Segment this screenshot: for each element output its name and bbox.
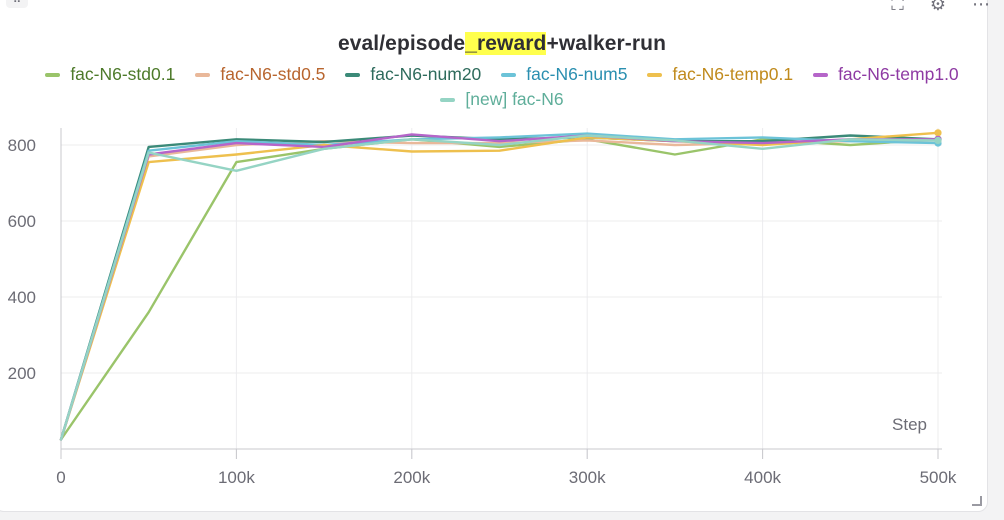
resize-handle-icon[interactable] — [972, 496, 982, 506]
title-part: eval/episode — [337, 32, 466, 55]
y-tick-label: 200 — [8, 364, 36, 383]
legend-label: fac-N6-temp1.0 — [838, 64, 959, 84]
series-line-2[interactable] — [59, 134, 940, 441]
legend-label: fac-N6-temp0.1 — [672, 64, 794, 84]
legend-swatch — [813, 72, 829, 77]
legend-label: fac-N6-num20 — [370, 64, 482, 84]
series-line-6[interactable] — [59, 134, 940, 441]
legend-swatch — [501, 72, 517, 77]
legend-swatch — [440, 97, 456, 102]
legend-label: fac-N6-std0.1 — [70, 64, 176, 84]
drag-handle-icon[interactable]: ⠿ — [6, 0, 28, 8]
x-tick-label: 0 — [56, 468, 65, 487]
series-line-4[interactable] — [59, 131, 940, 441]
legend-swatch — [647, 72, 663, 77]
chart-legend: fac-N6-std0.1 fac-N6-std0.5 fac-N6-num20 fa… — [40, 64, 964, 110]
x-tick-label: 400k — [744, 468, 781, 487]
panel-toolbar: ⛶ ⚙ ⋯ — [891, 0, 990, 15]
legend-item[interactable]: [new] fac-N6 — [440, 89, 564, 110]
series-line-5[interactable] — [59, 133, 940, 441]
legend-label: fac-N6-num5 — [526, 64, 628, 84]
title-highlight: _reward — [465, 32, 547, 55]
x-tick-label: 300k — [569, 468, 606, 487]
legend-swatch — [45, 72, 61, 77]
legend-label: fac-N6-std0.5 — [220, 64, 326, 84]
series-line-1[interactable] — [59, 139, 940, 441]
y-tick-label: 400 — [8, 288, 36, 307]
legend-item[interactable]: fac-N6-num20 — [345, 64, 481, 85]
x-axis-label: Step — [892, 415, 927, 434]
legend-label: [new] fac-N6 — [465, 89, 564, 109]
legend-item[interactable]: fac-N6-temp1.0 — [813, 64, 959, 85]
gear-icon[interactable]: ⚙ — [929, 0, 946, 14]
series-endpoint-6[interactable] — [934, 136, 942, 145]
series-line-3[interactable] — [59, 132, 940, 441]
legend-swatch — [345, 72, 361, 77]
legend-swatch — [195, 72, 211, 77]
chart-panel — [0, 0, 988, 512]
fullscreen-icon[interactable]: ⛶ — [891, 0, 904, 14]
x-tick-label: 500k — [920, 468, 957, 487]
more-icon[interactable]: ⋯ — [972, 0, 990, 14]
legend-item[interactable]: fac-N6-std0.5 — [195, 64, 325, 85]
x-tick-label: 200k — [393, 468, 430, 487]
legend-item[interactable]: fac-N6-std0.1 — [45, 64, 175, 85]
title-part: +walker-run — [546, 32, 667, 55]
y-tick-label: 600 — [8, 212, 36, 231]
series-endpoint-4[interactable] — [934, 129, 942, 137]
legend-item[interactable]: fac-N6-temp0.1 — [647, 64, 793, 85]
y-tick-label: 800 — [8, 136, 36, 155]
x-tick-label: 100k — [218, 468, 255, 487]
series-line-0[interactable] — [59, 138, 940, 441]
chart-title: eval/episode_reward+walker-run — [0, 32, 1004, 56]
legend-item[interactable]: fac-N6-num5 — [501, 64, 627, 85]
